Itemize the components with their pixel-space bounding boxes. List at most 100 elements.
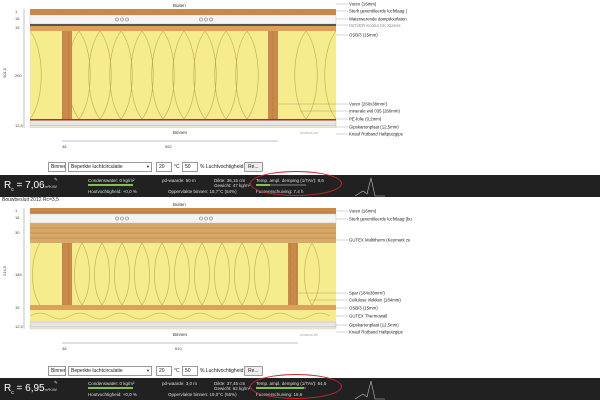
top-rc-value: Rc = 7,06m²K/W [4,180,57,193]
condensate-icon: ✎ [54,177,58,182]
bottom-condensate-bar [88,387,133,389]
bottom-layer-label: GUTEX Multitherm (Keymark ze [349,238,411,243]
bottom-dim-total: 214,5 [2,265,7,276]
top-layer-labels: Vuren (16mm) Sterk geventileerde luchtla… [349,2,408,137]
top-highlight-ring [250,171,342,196]
top-thickness: Dikte: 36,15 cm [214,178,246,183]
top-diagram: Buiten [2,2,408,150]
bottom-drying: Houtvochtigheid: +0,0 % [88,392,137,397]
top-layer-label: Vuren (260x38mm²) [349,102,388,107]
top-dim-12-5: 12,5 [15,123,24,128]
graph-icon [355,380,385,400]
top-recalc-button[interactable]: Re... [244,162,263,172]
top-dim-38: 38 [62,144,67,149]
bottom-dim-16: 16 [15,215,20,220]
top-membrane [30,24,336,26]
bottom-gypsum [29,321,337,328]
bottom-leader-lines [298,210,348,333]
bottom-rh-input[interactable]: 50 [182,366,198,376]
top-temp-input[interactable]: 20 [156,162,172,172]
top-inside-label: Binnen [173,130,188,135]
top-outside-label: Buiten [173,3,186,8]
bottom-layer-label: OSB/3 (15mm) [349,306,378,311]
top-layer-label: ISOVER Kontur KK Xpress [349,23,401,28]
bottom-rh-unit: % Luchtvochtigheid [200,368,244,374]
top-gypsum [29,120,337,126]
chevron-down-icon: ▼ [146,164,150,169]
bottom-air-gap [29,213,337,224]
bottom-stud-left-grain [62,243,72,305]
top-plaster [29,125,337,128]
bottom-batten-grain [30,208,336,214]
bottom-dim-38: 38 [62,346,67,351]
top-air-circles [115,17,213,22]
bottom-outside-label: Buiten [173,202,186,207]
bottom-side-select[interactable]: Binnen [48,366,66,376]
bottom-layer-label: Cellulose vlokken (184mm) [349,298,401,303]
top-watermark: ubakus.de [300,130,319,135]
top-air-gap [29,14,337,25]
bottom-watermark: ubakus.de [300,332,319,337]
top-layer-label: OSB/3 (15mm) [349,33,378,38]
bottom-insulation [30,243,336,305]
bottom-layer-label: Sterk geventileerde luchtlaag (bu [349,217,412,222]
bottom-layer-label: Gipskartonplaat (12,5mm) [349,323,399,328]
bottom-surface-temp: Oppervlakte binnen: 19,0°C (55%) [168,392,237,397]
bottom-osb [30,305,336,310]
bottom-recalc-button[interactable]: Re... [244,366,263,376]
top-stud-left-grain [62,31,72,119]
top-side-select[interactable]: Binnen [48,162,66,172]
top-dim-total: 301,5 [2,67,7,78]
bottom-layer-labels: Vuren (16mm) Sterk geventileerde luchtla… [349,209,412,335]
top-layer-label: Sterk geventileerde luchtlaag ( [349,9,408,14]
bottom-climate-controls: Binnen Beperkte luchtcirculatie ▼ 20 °C … [0,364,600,378]
top-layer-label: minerale wol 035 (260mm) [349,109,400,114]
top-layer-label: PE-folie (0,2mm) [349,117,382,122]
top-drying: Houtvochtigheid: +0,0 % [88,189,137,194]
bottom-rc-value: Rc = 6,95m²K/W [4,383,57,396]
top-condensate: Condenswater: 0 kg/m² [88,178,135,183]
top-dim-260: 260 [15,73,22,78]
bottom-sd: pd-waarde: 3,0 m [162,381,198,386]
bottom-dim-30: 30 [15,230,20,235]
top-pe-foil [30,119,336,121]
bottom-plaster [29,326,337,330]
chevron-down-icon: ▼ [146,368,150,373]
bottom-woodfibre-texture [30,227,336,239]
top-dim-552: 552 [165,144,172,149]
bottom-layer-label: GUTEX Thermowall [349,314,387,319]
top-climate-select[interactable]: Beperkte luchtcirculatie [68,162,152,172]
top-insulation [30,31,336,119]
bottom-dim-1: 1 [15,208,18,213]
graph-icon [355,177,385,197]
bottom-weight: Gewicht: 62 kg/m² [214,386,251,391]
bottom-thermowall-hatch [29,312,331,320]
bottom-climate-select[interactable]: Beperkte luchtcirculatie [68,366,152,376]
bottom-dim-15: 15 [15,305,20,310]
top-dim-1: 1 [15,9,18,14]
top-rh-unit: % Luchtvochtigheid [200,164,244,170]
bottom-layer-label: Vuren (16mm) [349,209,377,214]
bottom-layer-label: Spar (184x38mm²) [349,291,385,296]
bottom-temp-input[interactable]: 20 [156,366,172,376]
top-weight: Gewicht: 47 kg/m² [214,183,251,188]
bottom-dim-12-5: 12,5 [15,324,24,329]
bottom-layer-label: Knauf Rotband Haftputzgips [349,330,403,335]
top-surface-temp: Oppervlakte binnen: 18,7°C (54%) [168,189,237,194]
top-layer-label: Knauf Rotband Haftputzgips [349,132,403,137]
top-temp-unit: °C [174,164,180,170]
bottom-condensate: Condenswater: 0 kg/m² [88,381,135,386]
bottom-inside-label: Binnen [173,332,188,337]
bottom-highlight-ring [250,374,342,399]
top-condensate-bar [88,184,133,186]
top-dim-15: 15 [15,25,20,30]
top-layer-label: Gipskartonplaat (12,5mm) [349,125,399,130]
bottom-dim-184: 184 [15,272,22,277]
top-rh-input[interactable]: 50 [182,162,198,172]
bottom-temp-unit: °C [174,368,180,374]
top-sd: pd-waarde: 50 m [162,178,196,183]
bottom-air-circles [115,216,213,221]
bottom-stud-right-grain [288,243,298,305]
bottom-dim-610: 610 [175,346,182,351]
